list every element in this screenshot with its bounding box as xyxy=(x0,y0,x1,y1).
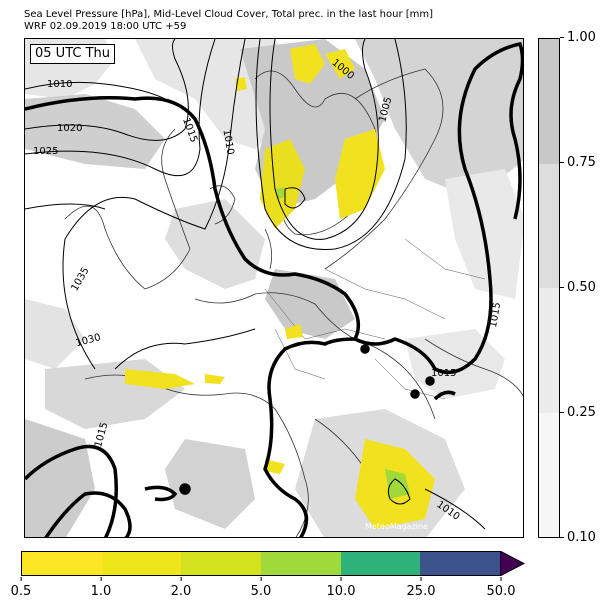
cloud-colorbar-tick: 0.50 xyxy=(560,281,596,295)
forecast-time-label: 05 UTC Thu xyxy=(30,44,115,64)
cloud-colorbar-segment xyxy=(539,412,559,537)
precip-cell xyxy=(385,469,410,499)
precip-colorbar-segment xyxy=(181,552,262,575)
isobar xyxy=(114,328,256,370)
isobar-1015 xyxy=(25,444,118,537)
coastline xyxy=(324,68,444,270)
map-title-line2: WRF 02.09.2019 18:00 UTC +59 xyxy=(24,21,187,32)
precip-colorbar-segment xyxy=(340,552,421,575)
isobar xyxy=(62,39,246,370)
isobar-label: 1020 xyxy=(57,123,82,134)
precipitation-layer xyxy=(125,44,435,529)
isobar-1015 xyxy=(263,337,356,537)
isobar-1015-dot xyxy=(410,389,420,399)
weather-map[interactable]: 1010 1020 1025 1035 1030 1015 1010 1000 … xyxy=(24,38,524,538)
watermark: MeteoMagazine xyxy=(365,522,428,531)
precip-colorbar-segment xyxy=(22,552,102,575)
cloud-area xyxy=(405,329,505,399)
isobar xyxy=(387,478,411,505)
precipitation-colorbar xyxy=(21,551,501,576)
precip-colorbar-extend xyxy=(500,551,526,576)
coastline xyxy=(64,128,191,290)
precip-cell xyxy=(325,49,355,79)
border xyxy=(274,328,326,380)
map-canvas: 1010 1020 1025 1035 1030 1015 1010 1000 … xyxy=(25,39,523,537)
precip-colorbar-segment xyxy=(101,552,182,575)
cloud-area xyxy=(165,439,255,529)
isobar xyxy=(424,488,486,530)
isobar xyxy=(269,39,379,240)
cloud-colorbar-tick: 0.75 xyxy=(560,156,596,170)
isobar xyxy=(25,39,216,177)
precip-cell xyxy=(290,44,325,84)
precip-colorbar-tick: 1.0 xyxy=(90,577,112,599)
precip-cell xyxy=(205,374,225,384)
precip-colorbar-tick: 50.0 xyxy=(486,577,516,599)
isobar-1015 xyxy=(144,485,178,502)
coastline xyxy=(194,292,436,420)
border xyxy=(374,358,446,400)
border-layer xyxy=(264,238,486,400)
cloud-area xyxy=(165,199,265,289)
precip-colorbar-segment xyxy=(420,552,501,575)
isobar-label: 1025 xyxy=(33,146,58,157)
border xyxy=(404,238,486,280)
isobar xyxy=(255,39,407,250)
isobar-label: 1035 xyxy=(69,266,91,294)
border xyxy=(324,268,446,320)
isobar-layer xyxy=(25,39,486,530)
isobar-1015-dot xyxy=(179,483,191,495)
isobar-1015 xyxy=(44,491,132,537)
cloud-colorbar-tick: 0.10 xyxy=(560,531,596,545)
isobar-1015 xyxy=(433,390,456,401)
precip-colorbar-tick: 0.5 xyxy=(10,577,32,599)
cloud-area xyxy=(25,94,165,169)
isobar-1015-layer xyxy=(25,41,523,537)
precip-cell xyxy=(265,459,285,474)
map-title-line1: Sea Level Pressure [hPa], Mid-Level Clou… xyxy=(24,9,434,20)
isobar-1015 xyxy=(25,41,523,375)
precip-colorbar-tick: 5.0 xyxy=(250,577,272,599)
isobar-1015-dot xyxy=(360,344,370,354)
isobar-label: 1010 xyxy=(47,79,72,90)
isobar-label: 1015 xyxy=(488,301,503,328)
coastline xyxy=(264,228,273,270)
isobar-label-layer: 1010 1020 1025 1035 1030 1015 1010 1000 … xyxy=(33,57,503,523)
precip-colorbar-tick: 25.0 xyxy=(406,577,436,599)
isobar xyxy=(25,39,189,141)
isobar xyxy=(284,187,306,209)
isobar xyxy=(25,81,166,100)
cloud-colorbar-tick: 0.25 xyxy=(560,406,596,420)
cloud-colorbar-segment xyxy=(539,288,559,413)
cloud-area xyxy=(265,269,355,339)
precip-colorbar-tick: 2.0 xyxy=(170,577,192,599)
precip-colorbar-segment xyxy=(261,552,341,575)
border xyxy=(264,288,386,340)
precip-cell xyxy=(335,129,385,219)
isobar-label: 1010 xyxy=(220,129,235,156)
cloud-area xyxy=(45,359,185,429)
precip-cell xyxy=(285,324,303,339)
isobar xyxy=(25,203,106,210)
precip-colorbar-tick: 10.0 xyxy=(326,577,356,599)
isobar-label: 1015 xyxy=(431,368,456,379)
cloud-cover-colorbar xyxy=(538,38,560,538)
coastline xyxy=(424,338,523,397)
precip-cell xyxy=(260,139,305,229)
cloud-area xyxy=(355,39,523,199)
cloud-colorbar-segment xyxy=(539,39,559,164)
precip-cell xyxy=(125,369,195,389)
isobar-1015-dot xyxy=(425,376,435,386)
cloud-colorbar-segment xyxy=(539,163,559,288)
cloud-colorbar-tick: 1.00 xyxy=(560,31,596,45)
